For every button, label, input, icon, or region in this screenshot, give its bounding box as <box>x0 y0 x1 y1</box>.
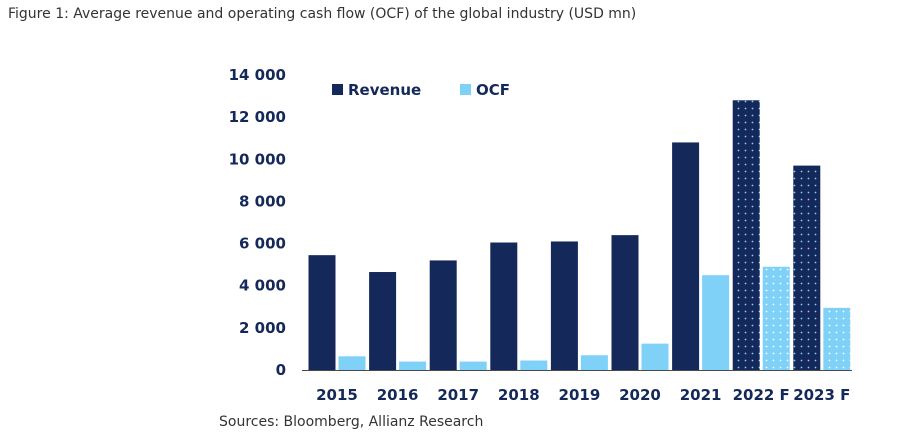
revenue-bar <box>793 165 821 370</box>
revenue-bar <box>308 255 336 370</box>
revenue-bar <box>490 242 518 370</box>
ocf-bar <box>823 307 851 370</box>
x-tick-label: 2023 F <box>793 386 850 404</box>
ocf-bar <box>338 356 366 370</box>
ocf-bar <box>520 360 548 370</box>
x-tick-label: 2015 <box>316 386 358 404</box>
ocf-bar <box>459 361 487 370</box>
ocf-bar <box>399 361 427 370</box>
bars <box>308 100 851 371</box>
x-tick-label: 2019 <box>559 386 601 404</box>
figure-title: Figure 1: Average revenue and operating … <box>8 6 637 22</box>
revenue-bar <box>429 260 457 370</box>
y-tick-label: 14 000 <box>229 66 286 84</box>
ocf-bar <box>641 343 669 370</box>
legend: Revenue OCF <box>332 81 510 99</box>
y-tick-label: 10 000 <box>229 150 286 168</box>
revenue-bar <box>672 142 700 370</box>
revenue-bar <box>369 272 397 370</box>
y-tick-label: 4 000 <box>239 277 286 295</box>
y-tick-label: 6 000 <box>239 235 286 253</box>
sources-note: Sources: Bloomberg, Allianz Research <box>219 414 484 430</box>
x-tick-label: 2016 <box>377 386 419 404</box>
legend-ocf-swatch <box>460 84 471 95</box>
y-tick-label: 0 <box>276 361 286 379</box>
y-axis: 0 2 000 4 000 6 000 8 000 10 000 12 000 14 000 <box>229 66 286 379</box>
legend-revenue-label: Revenue <box>348 81 421 99</box>
ocf-bar <box>580 355 608 370</box>
ocf-bar <box>762 266 790 370</box>
x-tick-label: 2022 F <box>733 386 790 404</box>
revenue-bar <box>550 241 578 370</box>
x-axis: 2015 2016 2017 2018 2019 2020 2021 2022 F 2023 F <box>302 370 852 404</box>
x-tick-label: 2018 <box>498 386 540 404</box>
y-tick-label: 8 000 <box>239 192 286 210</box>
x-tick-label: 2020 <box>619 386 661 404</box>
revenue-bar <box>611 235 639 370</box>
legend-revenue-swatch <box>332 84 343 95</box>
y-tick-label: 2 000 <box>239 319 286 337</box>
x-tick-label: 2021 <box>680 386 722 404</box>
ocf-bar <box>702 275 730 370</box>
x-tick-label: 2017 <box>437 386 479 404</box>
legend-ocf-label: OCF <box>476 81 510 99</box>
revenue-bar <box>732 100 760 371</box>
y-tick-label: 12 000 <box>229 108 286 126</box>
